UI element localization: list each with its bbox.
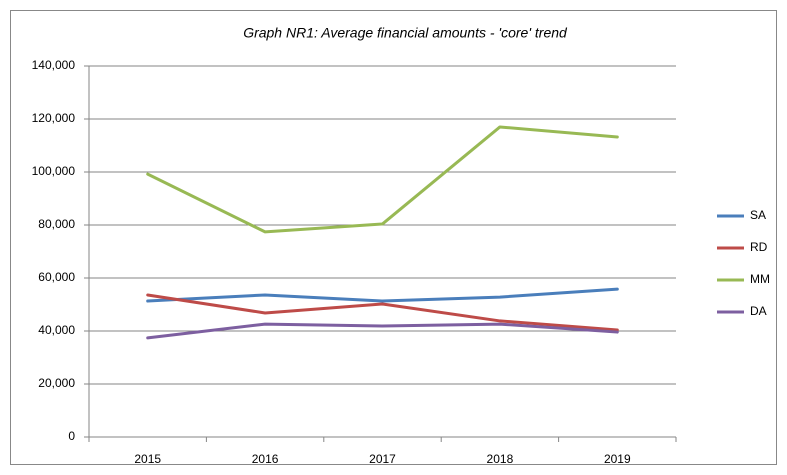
legend-label: SA xyxy=(750,208,766,222)
y-tick-label: 120,000 xyxy=(32,111,76,125)
series-line xyxy=(146,125,619,234)
y-tick-label: 140,000 xyxy=(32,58,76,72)
series-line xyxy=(146,293,619,332)
series-line xyxy=(146,322,619,340)
y-tick-label: 100,000 xyxy=(32,164,76,178)
x-tick-label: 2017 xyxy=(369,452,396,466)
y-tick-label: 60,000 xyxy=(38,270,75,284)
y-tick-label: 40,000 xyxy=(38,323,75,337)
legend-label: RD xyxy=(750,240,768,254)
chart-border xyxy=(10,10,777,465)
x-tick-label: 2019 xyxy=(604,452,631,466)
legend-label: MM xyxy=(750,272,770,286)
x-tick-label: 2015 xyxy=(134,452,161,466)
chart-title: Graph NR1: Average financial amounts - '… xyxy=(243,25,568,41)
y-tick-label: 20,000 xyxy=(38,376,75,390)
y-tick-label: 0 xyxy=(68,429,75,443)
series-line xyxy=(146,287,619,303)
legend-label: DA xyxy=(750,304,767,318)
x-tick-label: 2016 xyxy=(252,452,279,466)
y-tick-label: 80,000 xyxy=(38,217,75,231)
x-tick-label: 2018 xyxy=(487,452,514,466)
